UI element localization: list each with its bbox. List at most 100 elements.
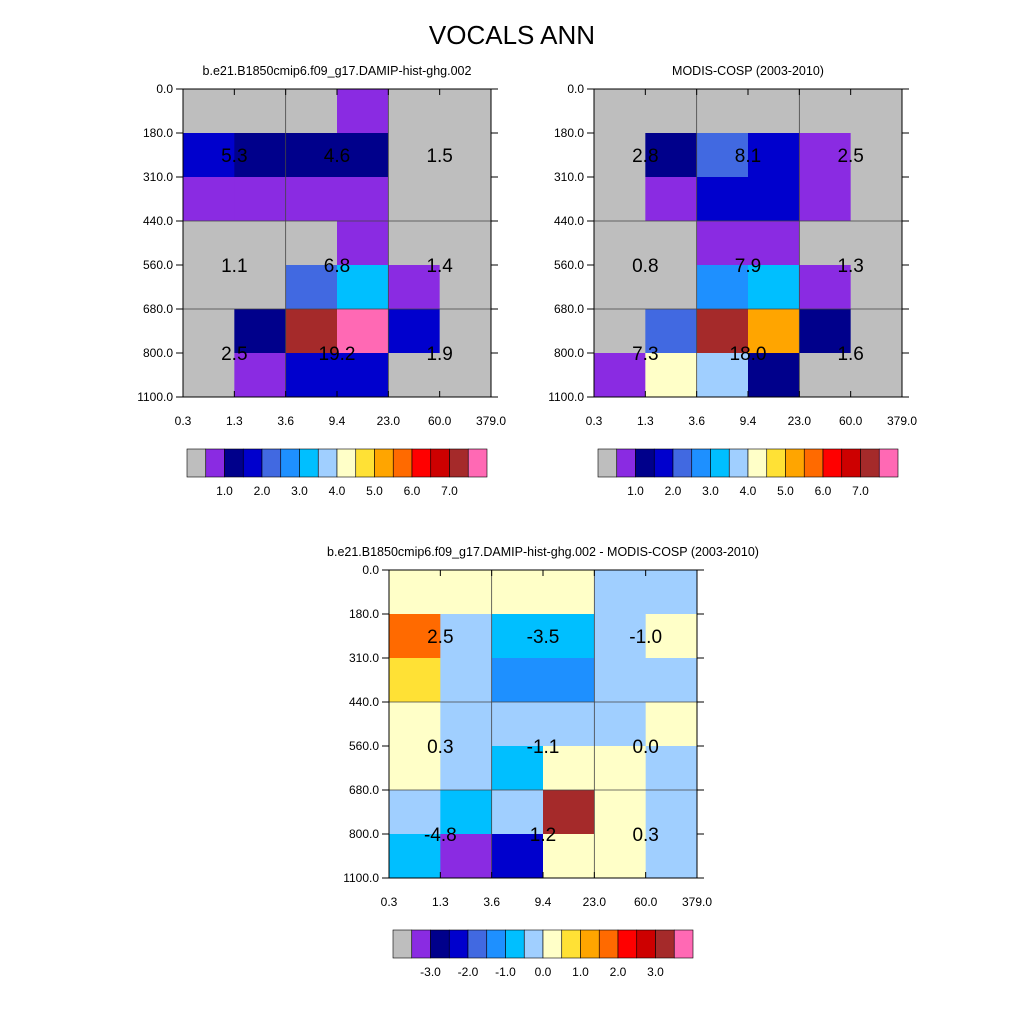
heatmap-cell bbox=[285, 221, 338, 266]
colorbar-swatch bbox=[467, 448, 488, 478]
heatmap-cell bbox=[439, 221, 492, 266]
heatmap-cell bbox=[440, 790, 493, 835]
colorbar-swatch bbox=[448, 929, 469, 959]
cell-value-label: -1.1 bbox=[527, 737, 560, 758]
heatmap-cell bbox=[696, 353, 749, 398]
y-tick-label: 800.0 bbox=[143, 346, 173, 360]
colorbar-swatch bbox=[617, 929, 638, 959]
colorbar-label: 2.0 bbox=[665, 484, 682, 498]
heatmap-cell bbox=[594, 834, 647, 879]
colorbar-swatch bbox=[411, 448, 432, 478]
y-tick-label: 560.0 bbox=[143, 258, 173, 272]
cell-value-label: 1.4 bbox=[426, 256, 453, 277]
colorbar-swatch bbox=[691, 448, 711, 478]
heatmap-cell bbox=[183, 221, 235, 266]
cell-value-label: 7.9 bbox=[735, 256, 761, 277]
y-tick-label: 0.0 bbox=[362, 563, 379, 577]
colorbar-label: 4.0 bbox=[740, 484, 757, 498]
colorbar-swatch bbox=[766, 448, 786, 478]
heatmap-cell bbox=[439, 265, 492, 310]
heatmap-cell bbox=[439, 353, 492, 398]
y-tick-label: 310.0 bbox=[349, 651, 379, 665]
heatmap-cell bbox=[491, 834, 544, 879]
heatmap-cell bbox=[389, 746, 441, 791]
colorbar-label: 3.0 bbox=[702, 484, 719, 498]
heatmap-cell bbox=[645, 309, 698, 354]
heatmap-cell bbox=[594, 614, 647, 659]
y-tick-label: 560.0 bbox=[349, 739, 379, 753]
x-tick-label: 379.0 bbox=[887, 414, 917, 428]
colorbar: -3.0 -2.0 -1.0 0.0 1.0 2.0 3.0 bbox=[392, 929, 694, 979]
heatmap-cell bbox=[696, 265, 749, 310]
heatmap-cell bbox=[388, 133, 441, 178]
colorbar-swatch bbox=[449, 448, 469, 478]
heatmap-cell bbox=[748, 265, 800, 310]
panel-title: MODIS-COSP (2003-2010) bbox=[672, 64, 824, 78]
heatmap-cell bbox=[799, 353, 852, 398]
heatmap-cell bbox=[285, 265, 338, 310]
heatmap-cell bbox=[388, 221, 441, 266]
colorbar-swatch bbox=[561, 929, 581, 959]
heatmap-cell bbox=[645, 265, 698, 310]
cell-value-label: 0.3 bbox=[632, 825, 658, 846]
heatmap-cell bbox=[234, 177, 287, 222]
x-tick-label: 1.3 bbox=[226, 414, 243, 428]
y-tick-label: 440.0 bbox=[554, 214, 584, 228]
heatmap-cell bbox=[388, 265, 441, 310]
y-tick-label: 560.0 bbox=[554, 258, 584, 272]
colorbar-swatch bbox=[505, 929, 525, 959]
colorbar-swatch bbox=[655, 929, 675, 959]
heatmap-cell bbox=[389, 570, 441, 615]
heatmap-cell bbox=[799, 177, 852, 222]
heatmap-cell bbox=[337, 133, 389, 178]
cell-value-label: -3.5 bbox=[527, 627, 560, 648]
y-tick-label: 1100.0 bbox=[548, 390, 584, 404]
cell-value-label: 19.2 bbox=[319, 344, 356, 365]
colorbar-swatch bbox=[822, 448, 843, 478]
heatmap-cell bbox=[696, 309, 749, 354]
x-tick-label: 379.0 bbox=[476, 414, 506, 428]
cell-value-label: 4.6 bbox=[324, 146, 350, 167]
colorbar-swatch bbox=[580, 929, 600, 959]
heatmap-cell bbox=[799, 133, 852, 178]
heatmap-cell bbox=[594, 353, 646, 398]
colorbar-label: 0.0 bbox=[535, 965, 552, 979]
x-tick-label: 1.3 bbox=[432, 895, 449, 909]
colorbar-swatch bbox=[728, 448, 749, 478]
colorbar-swatch bbox=[242, 448, 263, 478]
panel-title: b.e21.B1850cmip6.f09_g17.DAMIP-hist-ghg.… bbox=[327, 545, 759, 559]
colorbar-swatch bbox=[597, 448, 618, 478]
cell-value-label: 5.3 bbox=[221, 146, 247, 167]
x-tick-label: 3.6 bbox=[483, 895, 500, 909]
y-tick-label: 180.0 bbox=[143, 126, 173, 140]
colorbar-label: 1.0 bbox=[627, 484, 644, 498]
heatmap-cell bbox=[645, 746, 698, 791]
y-tick-label: 440.0 bbox=[349, 695, 379, 709]
heatmap-cell bbox=[388, 89, 441, 134]
colorbar-swatch bbox=[653, 448, 674, 478]
heatmap-cell bbox=[439, 133, 492, 178]
heatmap-cell bbox=[594, 221, 646, 266]
cell-value-label: 2.5 bbox=[837, 146, 863, 167]
heatmap-cell bbox=[696, 177, 749, 222]
colorbar-swatch bbox=[636, 929, 656, 959]
colorbar-swatch bbox=[710, 448, 730, 478]
colorbar-swatch bbox=[467, 929, 488, 959]
heatmap-cell bbox=[645, 133, 698, 178]
colorbar-swatch bbox=[317, 448, 338, 478]
colorbar-label: 1.0 bbox=[572, 965, 589, 979]
cell-value-label: 18.0 bbox=[730, 344, 767, 365]
heatmap-cell bbox=[183, 265, 235, 310]
heatmap-cell bbox=[799, 265, 852, 310]
heatmap-cell bbox=[850, 265, 903, 310]
heatmap-cell bbox=[388, 353, 441, 398]
heatmap-cell bbox=[850, 221, 903, 266]
colorbar-swatch bbox=[785, 448, 805, 478]
heatmap-cell bbox=[594, 89, 646, 134]
heatmap-cell bbox=[285, 353, 338, 398]
heatmap-panel-1: b.e21.B1850cmip6.f09_g17.DAMIP-hist-ghg.… bbox=[137, 64, 506, 428]
heatmap-cell bbox=[645, 353, 698, 398]
colorbar-label: 6.0 bbox=[815, 484, 832, 498]
colorbar-label: 1.0 bbox=[216, 484, 233, 498]
